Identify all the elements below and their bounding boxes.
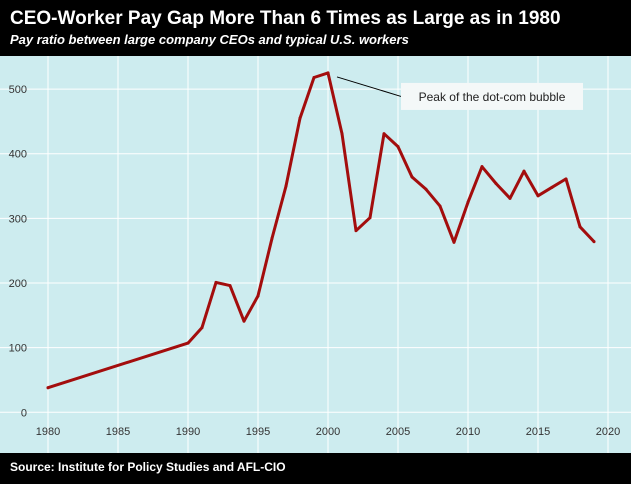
data-point [508,196,512,200]
x-tick-label: 2010 [456,426,480,438]
data-point [298,116,302,120]
y-tick-label: 500 [9,84,27,96]
data-point [200,326,204,330]
y-tick-label: 100 [9,343,27,355]
y-tick-label: 0 [21,407,27,419]
data-point [466,200,470,204]
data-point [522,169,526,173]
annotation-label: Peak of the dot-com bubble [419,90,566,104]
data-point [186,341,190,345]
data-point [270,236,274,240]
annotation-leader-line [336,76,402,97]
x-tick-label: 2020 [596,426,620,438]
data-point [480,165,484,169]
chart-subtitle: Pay ratio between large company CEOs and… [10,32,409,47]
data-point [452,240,456,244]
data-point [256,294,260,298]
data-point [550,185,554,189]
line-chart: 0 100 200 300 400 500 1980 1985 1990 1995 2000 2005… [0,56,631,453]
axis-ticks: 0 100 200 300 400 500 1980 1985 1990 1995 2000 2005… [9,84,621,438]
data-point [410,175,414,179]
annotation-box [401,82,583,110]
data-point [438,204,442,208]
data-point [228,284,232,288]
data-point [564,177,568,181]
data-point [494,181,498,185]
data-point [284,184,288,188]
data-point [382,132,386,136]
data-point [368,216,372,220]
annotations: Peak of the dot-com bubble [336,76,583,110]
x-tick-label: 1995 [246,426,270,438]
grid-lines [0,56,631,453]
chart-title: CEO-Worker Pay Gap More Than 6 Times as … [10,8,561,29]
data-point [536,194,540,198]
y-tick-label: 400 [9,149,27,161]
y-tick-label: 200 [9,278,27,290]
series-layer [46,71,596,390]
data-point [242,319,246,323]
x-tick-label: 2000 [316,426,340,438]
source-note: Source: Institute for Policy Studies and… [10,460,286,474]
data-point [424,187,428,191]
x-tick-label: 1990 [176,426,200,438]
data-point [326,71,330,75]
data-point [354,229,358,233]
chart-area: 0 100 200 300 400 500 1980 1985 1990 1995 2000 2005… [0,56,631,453]
y-tick-label: 300 [9,213,27,225]
chart-header: CEO-Worker Pay Gap More Than 6 Times as … [0,0,631,56]
x-tick-label: 1985 [106,426,130,438]
data-point [214,280,218,284]
data-point [312,75,316,79]
x-tick-label: 2005 [386,426,410,438]
data-point [396,145,400,149]
data-point [340,132,344,136]
plot-background [0,56,631,453]
x-tick-label: 2015 [526,426,550,438]
data-point [46,386,50,390]
source-footer: Source: Institute for Policy Studies and… [0,453,631,484]
data-point [578,225,582,229]
x-tick-label: 1980 [36,426,60,438]
data-point [592,240,596,244]
